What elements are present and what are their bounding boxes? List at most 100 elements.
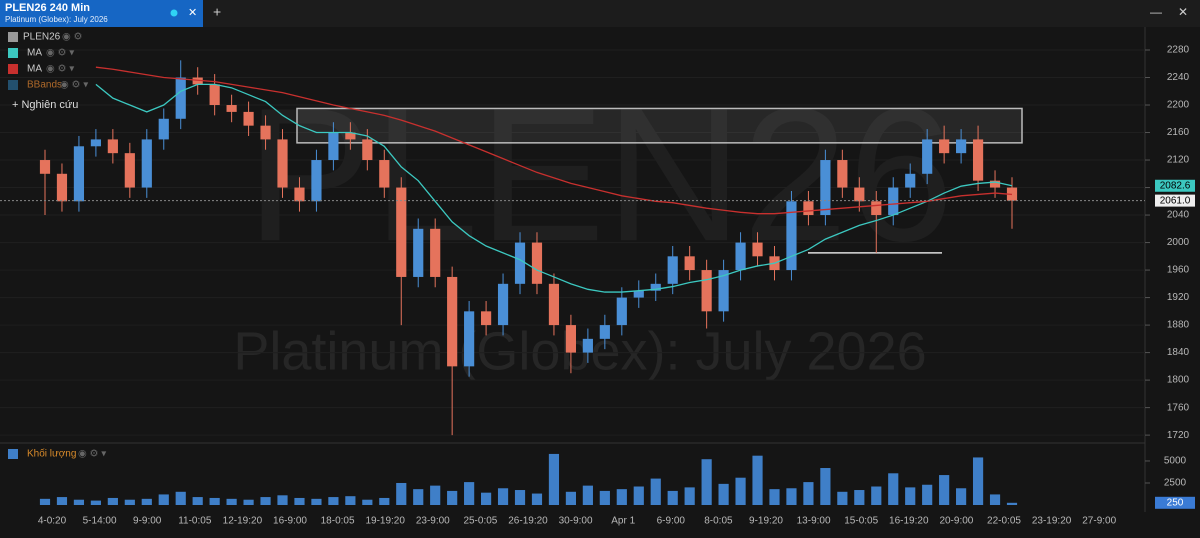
price-badge-label: 2061.0 xyxy=(1160,195,1191,206)
add-study[interactable]: + Nghiên cứu xyxy=(12,99,78,111)
ma-badge-label: 2082.6 xyxy=(1160,180,1191,191)
x-tick-label: 11-0:05 xyxy=(178,516,212,527)
candle-body xyxy=(56,173,68,202)
x-tick-label: 23-9:00 xyxy=(416,516,450,527)
legend-swatch xyxy=(8,80,18,90)
volume-bar xyxy=(616,489,627,505)
candle-body xyxy=(39,160,51,174)
legend: PLEN26 MA MA BBands ◉ ⚙ ◉ ⚙ ▾ ◉ ⚙ ▾ ◉ ⚙ … xyxy=(8,32,106,460)
y-tick-label: 1920 xyxy=(1167,292,1190,303)
x-tick-label: Apr 1 xyxy=(611,516,635,527)
volume-bar xyxy=(294,497,305,505)
tab[interactable] xyxy=(0,0,203,27)
candle-body xyxy=(989,180,1001,188)
candle-body xyxy=(362,139,373,161)
candle-body xyxy=(939,139,950,154)
volume-bar xyxy=(514,490,526,505)
y-tick-label: 1880 xyxy=(1167,320,1190,331)
candle-body xyxy=(972,139,984,181)
candle-body xyxy=(124,153,135,188)
tab-subtitle: Platinum (Globex): July 2026 xyxy=(5,15,108,24)
candle-body xyxy=(752,242,763,257)
candle-body xyxy=(514,242,526,284)
candle-body xyxy=(871,201,882,216)
volume-bar xyxy=(396,482,407,505)
y-tick-label: 1760 xyxy=(1167,402,1190,413)
tab-title: PLEN26 240 Min xyxy=(5,2,90,14)
x-tick-label: 13-9:00 xyxy=(797,516,831,527)
watermark-name: Platinum (Globex): July 2026 xyxy=(233,321,926,381)
candle-body xyxy=(582,338,593,353)
volume-bar xyxy=(345,496,356,505)
volume-bar xyxy=(39,498,51,505)
x-tick-label: 26-19:20 xyxy=(508,516,548,527)
volume-badge-label: 250 xyxy=(1167,497,1184,508)
candle-body xyxy=(294,187,305,202)
legend-icons[interactable]: ◉ ⚙ ▾ xyxy=(46,64,74,75)
candle-body xyxy=(107,139,118,154)
x-tick-label: 8-0:05 xyxy=(704,516,733,527)
volume-bar xyxy=(972,457,984,505)
legend-item[interactable]: PLEN26 xyxy=(23,32,61,43)
y-tick-label: 2280 xyxy=(1167,45,1190,56)
volume-bar xyxy=(56,497,68,505)
candle-body xyxy=(192,77,203,85)
volume-bar xyxy=(413,489,424,505)
volume-bar xyxy=(464,482,475,505)
candle-body xyxy=(413,228,424,277)
legend-icons[interactable]: ◉ ⚙ xyxy=(62,32,83,43)
y-tick-label: 2160 xyxy=(1167,127,1190,138)
y-tick-label: 1800 xyxy=(1167,375,1190,386)
volume-bar xyxy=(786,488,797,505)
volume-bar xyxy=(497,488,509,505)
candle-body xyxy=(837,160,848,188)
volume-bar xyxy=(107,497,118,505)
volume-bar xyxy=(803,482,814,505)
x-tick-label: 30-9:00 xyxy=(559,516,593,527)
legend-item[interactable]: MA xyxy=(27,48,42,59)
candle-body xyxy=(277,139,288,188)
volume-bar xyxy=(73,499,85,505)
y-tick-label: 2240 xyxy=(1167,72,1190,83)
volume-bar xyxy=(175,491,186,505)
volume-bar xyxy=(1006,502,1018,505)
legend-item[interactable]: BBands xyxy=(27,80,62,91)
x-tick-label: 16-19:20 xyxy=(889,516,929,527)
volume-bar xyxy=(328,497,339,505)
volume-bar xyxy=(684,487,695,505)
legend-item[interactable]: MA xyxy=(27,64,42,75)
volume-bar xyxy=(582,485,593,505)
candle-body xyxy=(650,283,661,291)
tab-close[interactable]: ✕ xyxy=(188,7,197,19)
volume-bar xyxy=(531,493,543,505)
volume-label[interactable]: Khối lượng xyxy=(27,448,76,460)
y-tick-label: 2000 xyxy=(1167,237,1190,248)
legend-icons[interactable]: ◉ ⚙ ▾ xyxy=(46,48,74,59)
x-tick-label: 9-19:20 xyxy=(749,516,783,527)
candle-body xyxy=(701,270,712,312)
ma-line xyxy=(95,66,1013,215)
volume-bar xyxy=(599,490,610,505)
volume-bar xyxy=(430,485,441,505)
x-tick-label: 4-0:20 xyxy=(38,516,67,527)
candle-body xyxy=(803,201,814,216)
candle-body xyxy=(599,325,610,339)
volume-bar xyxy=(548,453,560,505)
candle-body xyxy=(141,139,152,188)
legend-icons[interactable]: ◉ ⚙ ▾ xyxy=(60,80,88,91)
minimize[interactable]: — xyxy=(1150,5,1162,19)
candle-body xyxy=(956,139,967,154)
volume-bar xyxy=(277,495,288,505)
ma-badge xyxy=(1155,179,1195,192)
volume-bar xyxy=(362,499,373,505)
legend-icons[interactable]: ◉ ⚙ ▾ xyxy=(78,449,106,460)
candle-body xyxy=(345,132,356,140)
watermark-symbol: PLEN26 xyxy=(246,69,954,281)
candle-body xyxy=(786,201,797,271)
volume-bar xyxy=(209,497,220,505)
volume-bar xyxy=(260,497,271,505)
close[interactable]: ✕ xyxy=(1178,5,1188,19)
candle-body xyxy=(396,187,407,277)
volume-bar xyxy=(701,459,712,505)
add-tab[interactable]: + xyxy=(213,4,221,20)
